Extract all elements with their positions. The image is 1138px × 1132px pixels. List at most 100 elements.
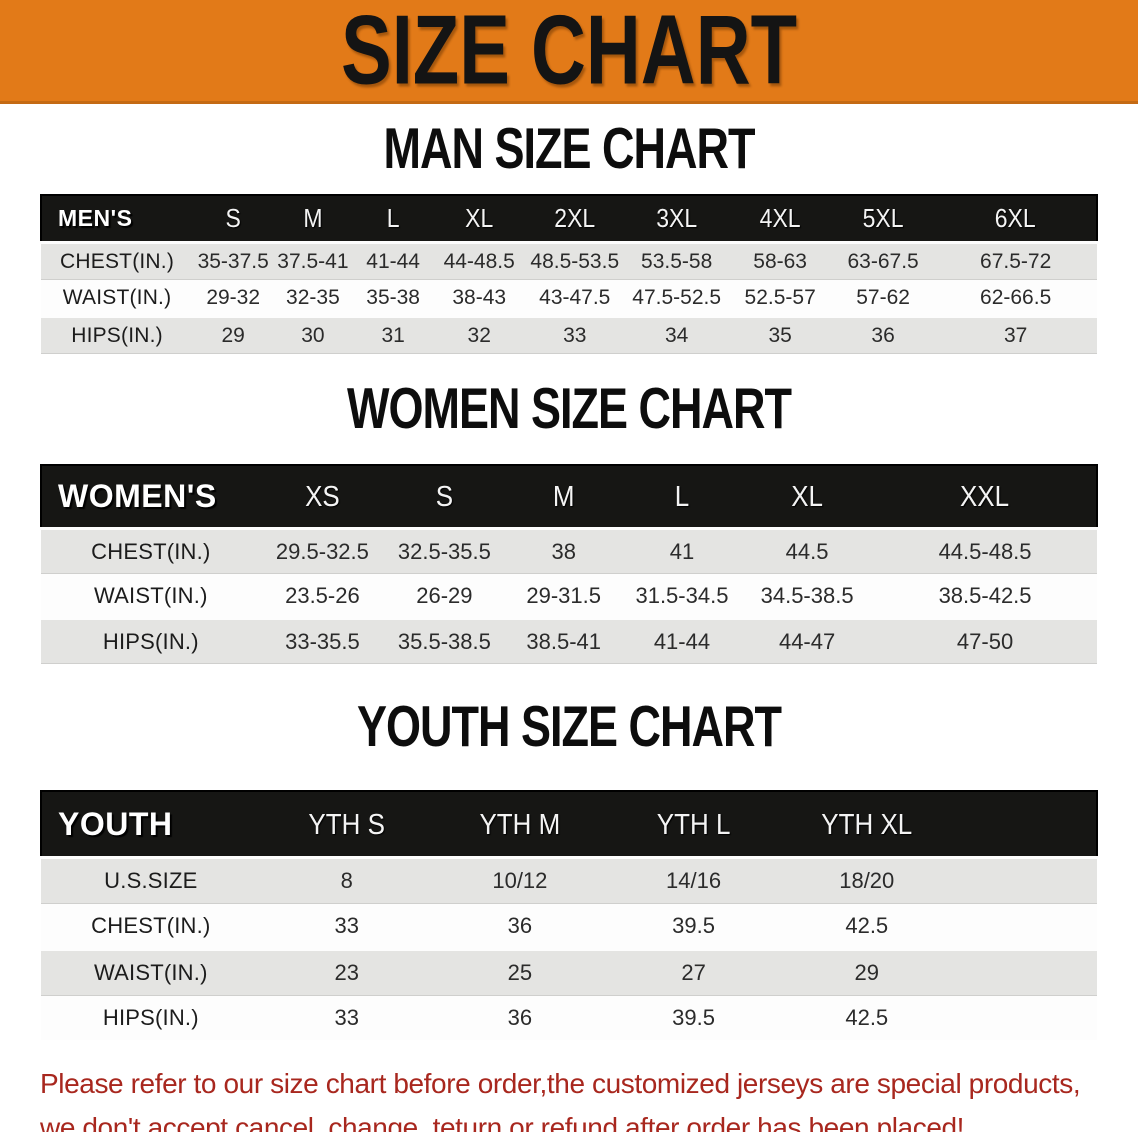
column-header-label: YTH XL [821,806,913,841]
value-cell: 43-47.5 [539,285,611,309]
row-label: WAIST(IN.) [94,960,208,985]
order-notice: Please refer to our size chart before or… [40,1062,1138,1132]
column-header-cell: XXL [873,465,1097,529]
value-cell: 44.5 [785,538,829,564]
row-label: U.S.SIZE [104,868,198,893]
column-header-label: S [435,479,454,513]
column-header-label: L [386,203,400,233]
filler-header-cell [953,791,1097,858]
table-corner-label: WOMEN'S [58,478,217,514]
banner: SIZE CHART [0,0,1138,106]
header-row: MEN'S S M L XL 2XL 3XL 4XL 5XL 6XL [41,195,1097,243]
filler-cell [953,950,1097,996]
value-cell: 29-32 [206,285,261,309]
column-header-label: 6XL [994,203,1036,233]
value-cell: 33 [334,1005,359,1030]
value-cell: 57-62 [856,285,910,309]
column-header-cell: 3XL [625,195,728,243]
column-header-cell: L [353,195,434,243]
value-cell: 38.5-42.5 [938,582,1032,608]
value-cell: 58-63 [753,249,807,273]
value-cell: 29 [854,960,879,985]
column-header-label: XL [791,479,823,513]
table-row: WAIST(IN.) 23 25 27 29 [41,949,1097,996]
row-label: HIPS(IN.) [102,628,199,654]
women-size-table: WOMEN'S XS S M L XL XXL CHEST(IN.) 29.5-32.5 32.5… [40,464,1098,664]
value-cell: 35.5-38.5 [397,628,491,654]
filler-cell [953,858,1097,904]
column-header-cell: YTH L [607,791,780,858]
women-section-title: WOMEN SIZE CHART [347,375,792,441]
column-header-cell: M [273,195,352,243]
table-row: HIPS(IN.) 33 36 39.5 42.5 [41,995,1097,1040]
header-row: YOUTH YTH S YTH M YTH L YTH XL [41,791,1097,858]
table-row: CHEST(IN.) 29.5-32.5 32.5-35.5 38 41 44.5 44.5… [41,528,1097,574]
column-header-cell: 4XL [728,195,831,243]
column-header-label: 5XL [862,203,904,233]
men-section-title: MAN SIZE CHART [383,115,756,181]
value-cell: 35 [768,323,792,347]
table-row: HIPS(IN.) 33-35.5 35.5-38.5 38.5-41 41-44 44-… [41,618,1097,664]
table-row: U.S.SIZE 8 10/12 14/16 18/20 [41,857,1097,904]
value-cell: 35-37.5 [197,249,269,273]
row-label: CHEST(IN.) [91,913,211,938]
value-cell: 18/20 [839,868,895,893]
value-cell: 32-35 [286,285,340,309]
men-section-heading: MAN SIZE CHART [0,104,1138,194]
column-header-cell: YTH M [433,791,607,858]
value-cell: 33 [563,323,587,347]
value-cell: 52.5-57 [744,285,816,309]
value-cell: 10/12 [492,868,548,893]
order-notice-line2: we don't accept cancel, change, teturn o… [40,1112,965,1132]
column-header-cell: M [505,465,623,529]
value-cell: 26-29 [416,582,473,608]
row-label: HIPS(IN.) [71,323,163,347]
column-header-label: 3XL [656,203,698,233]
value-cell: 33 [334,913,359,938]
value-cell: 39.5 [672,1005,715,1030]
youth-size-table-container: YOUTH YTH S YTH M YTH L YTH XL U.S.SIZE 8 10/12… [40,790,1098,1040]
order-notice-line1: Please refer to our size chart before or… [40,1068,1081,1099]
column-header-cell: XL [741,465,873,529]
women-section-heading: WOMEN SIZE CHART [0,354,1138,464]
header-row: WOMEN'S XS S M L XL XXL [41,465,1097,529]
value-cell: 67.5-72 [980,249,1052,273]
value-cell: 39.5 [672,913,715,938]
value-cell: 23 [334,960,359,985]
value-cell: 33-35.5 [285,628,360,654]
row-label: WAIST(IN.) [62,285,172,309]
table-corner-label: YOUTH [58,805,173,842]
value-cell: 41 [669,538,695,564]
value-cell: 14/16 [666,868,722,893]
youth-size-table: YOUTH YTH S YTH M YTH L YTH XL U.S.SIZE 8 10/12… [40,790,1098,1040]
value-cell: 31.5-34.5 [635,582,729,608]
row-label: CHEST(IN.) [91,538,211,564]
value-cell: 29.5-32.5 [275,538,369,564]
youth-section-heading: YOUTH SIZE CHART [0,664,1138,790]
value-cell: 23.5-26 [285,582,360,608]
column-header-label: 4XL [759,203,801,233]
value-cell: 36 [507,1005,533,1030]
value-cell: 47.5-52.5 [632,285,722,309]
value-cell: 34 [664,323,689,347]
value-cell: 47-50 [956,628,1014,654]
value-cell: 44.5-48.5 [938,538,1032,564]
women-size-table-container: WOMEN'S XS S M L XL XXL CHEST(IN.) 29.5-32.5 32.5… [40,464,1098,664]
column-header-label: XS [305,479,340,513]
value-cell: 30 [301,323,325,347]
value-cell: 42.5 [845,913,889,938]
value-cell: 32.5-35.5 [397,538,491,564]
value-cell: 63-67.5 [847,249,919,273]
column-header-cell: 2XL [525,195,625,243]
value-cell: 32 [467,323,491,347]
value-cell: 44-48.5 [443,249,515,273]
column-header-label: S [225,203,241,233]
row-label: WAIST(IN.) [94,582,208,608]
column-header-label: 2XL [554,203,596,233]
table-row: CHEST(IN.) 35-37.5 37.5-41 41-44 44-48.5 48.5… [41,242,1097,280]
column-header-label: XXL [959,479,1010,513]
men-size-table-container: MEN'S S M L XL 2XL 3XL 4XL 5XL 6XL CHEST(IN.) 35-37… [40,194,1098,354]
value-cell: 34.5-38.5 [760,582,854,608]
value-cell: 44-47 [778,628,836,654]
